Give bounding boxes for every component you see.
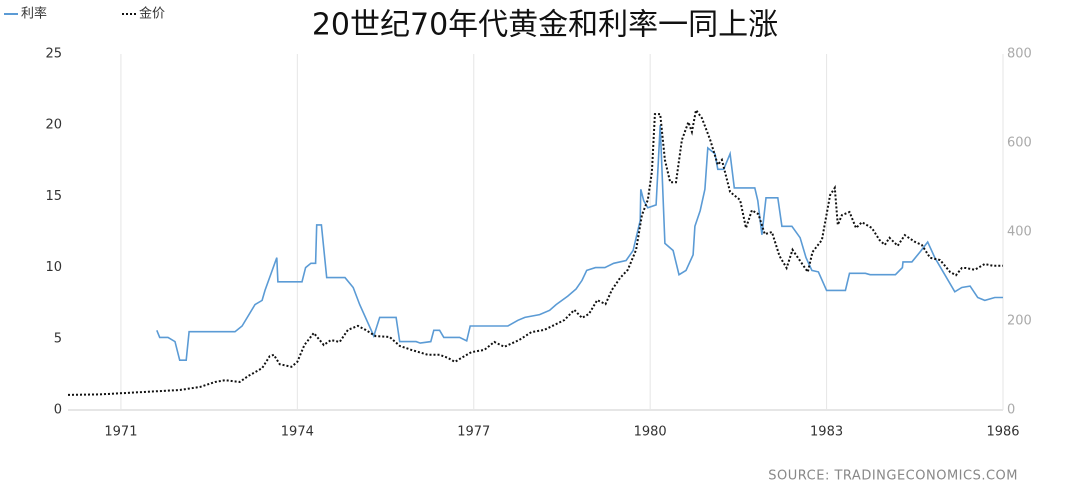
x-tick-label: 1983 xyxy=(810,425,843,440)
x-tick-label: 1980 xyxy=(634,425,667,440)
y2-tick-label: 0 xyxy=(1007,403,1015,418)
x-tick-label: 1977 xyxy=(457,425,490,440)
x-tick-label: 1986 xyxy=(986,425,1019,440)
y2-tick-label: 800 xyxy=(1007,47,1032,62)
legend-label: 利率 xyxy=(21,6,47,22)
source: SOURCE: TRADINGECONOMICS.COM xyxy=(768,469,1018,484)
y2-tick-label: 400 xyxy=(1007,225,1032,240)
y-tick-label: 25 xyxy=(45,47,62,62)
chart-title: 20世纪70年代黄金和利率一同上涨 xyxy=(312,8,778,43)
y-tick-label: 15 xyxy=(45,189,62,204)
x-tick-label: 1971 xyxy=(104,425,137,440)
legend-label: 金价 xyxy=(139,6,165,22)
series-line xyxy=(67,107,1003,396)
y-tick-label: 20 xyxy=(45,118,62,133)
x-tick-label: 1974 xyxy=(281,425,314,440)
series-line xyxy=(156,125,1003,361)
y-tick-label: 5 xyxy=(54,331,62,346)
y2-tick-label: 200 xyxy=(1007,314,1032,329)
y-tick-label: 0 xyxy=(54,403,62,418)
y2-tick-label: 600 xyxy=(1007,136,1032,151)
y-tick-label: 10 xyxy=(45,260,62,275)
